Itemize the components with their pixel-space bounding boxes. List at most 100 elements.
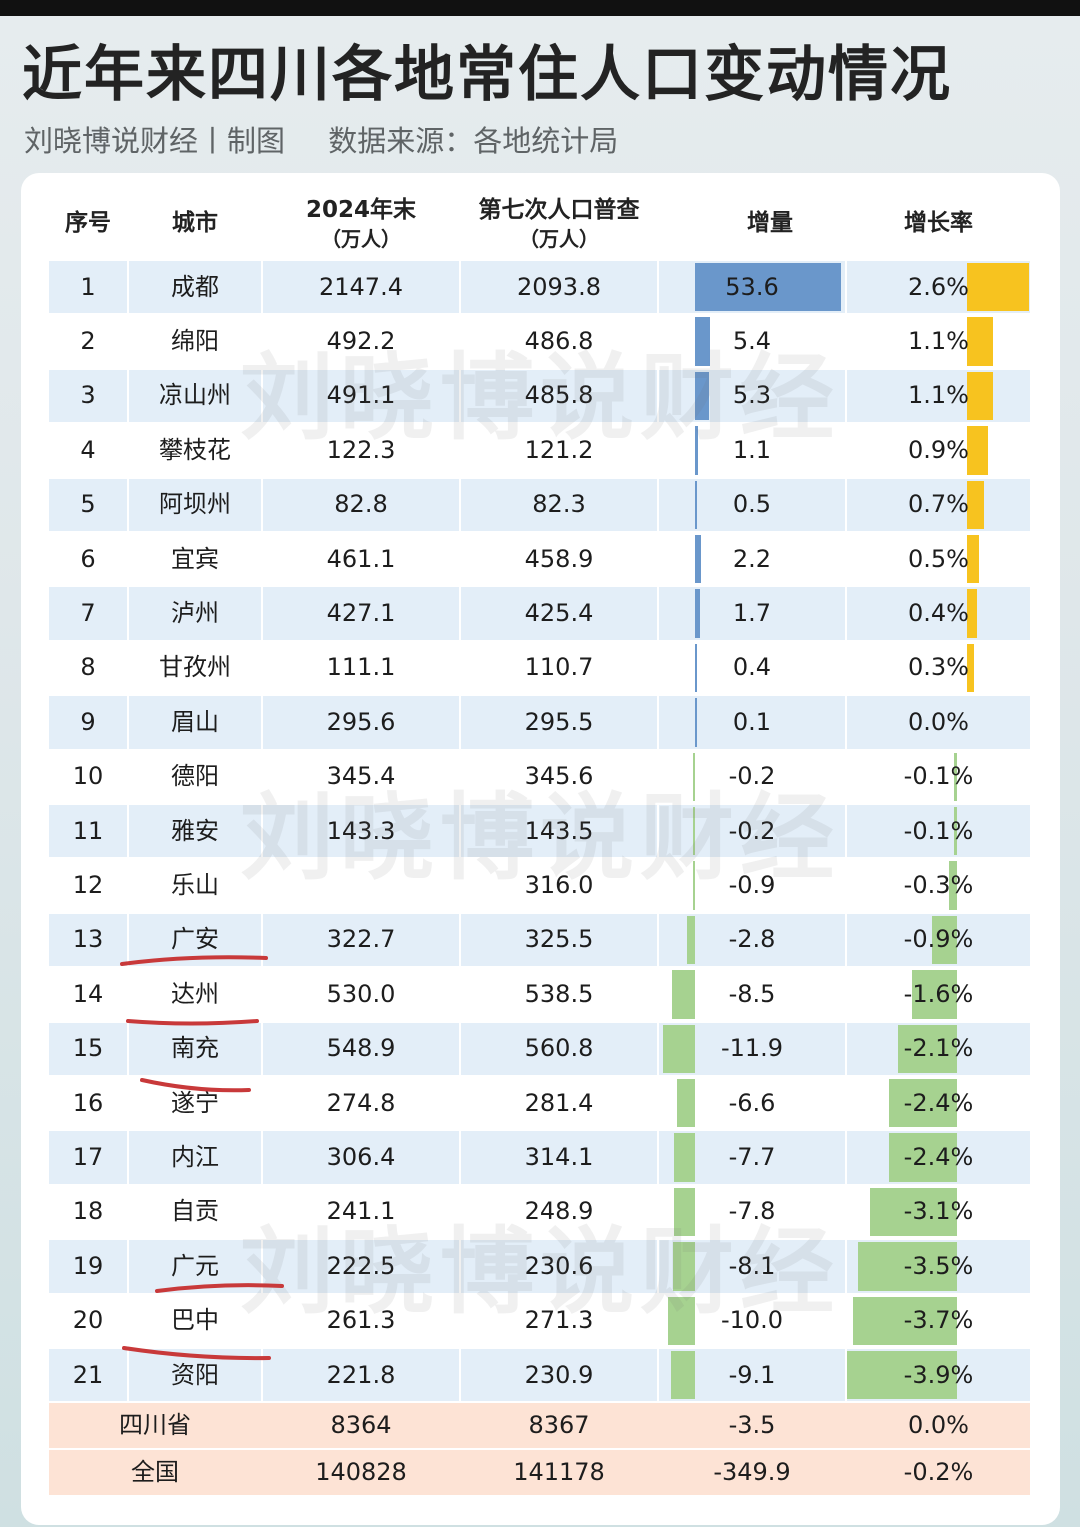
table-row: 20 巴中 261.3 271.3 -10.0 -3.7% (49, 1295, 1030, 1347)
table-row: 10 德阳 345.4 345.6 -0.2 -0.1% (49, 751, 1030, 803)
city-name-text: 达州 (171, 979, 219, 1008)
growth-rate-text: -1.6% (903, 979, 974, 1008)
cell-bg (263, 805, 459, 858)
growth-rate-text: 0.5% (908, 544, 969, 573)
pop-2024-text: 322.7 (326, 925, 396, 954)
city-name-text: 泸州 (171, 598, 219, 627)
growth-rate: 0.4% (847, 587, 1030, 639)
growth-rate-text: -3.1% (903, 1197, 974, 1226)
growth-rate: 2.6% (847, 261, 1030, 313)
city-name-text: 凉山州 (159, 381, 231, 410)
pop-2024-text: 2147.4 (319, 272, 403, 301)
census7-pop-text: 230.6 (524, 1251, 594, 1280)
total-row-bg (49, 1450, 1030, 1496)
row-number-text: 18 (72, 1197, 104, 1226)
row-number: 21 (49, 1349, 127, 1401)
city-name-text: 眉山 (171, 707, 219, 736)
rate-bar-up (967, 371, 994, 421)
change-value: -8.1 (659, 1240, 845, 1292)
cell-bg (461, 805, 657, 858)
row-number: 7 (49, 587, 127, 639)
census7-pop: 486.8 (461, 315, 657, 367)
change-bar-decrease (670, 1351, 695, 1400)
pop-2024-text: 295.6 (326, 707, 396, 736)
census7-pop-text: 281.4 (524, 1088, 594, 1117)
row-number: 9 (49, 696, 127, 748)
census7-pop-text: 248.9 (524, 1197, 594, 1226)
rate-bar-up (967, 535, 979, 584)
growth-rate-text: 1.1% (908, 326, 969, 355)
change-bar-decrease (693, 752, 695, 801)
table-row: 14 达州 530.0 538.5 -8.5 -1.6% (49, 968, 1030, 1020)
census7-pop-text: 82.3 (532, 490, 586, 519)
row-number-text: 2 (80, 326, 96, 355)
rate-bar-down (911, 970, 957, 1019)
city-name-text: 巴中 (171, 1306, 219, 1335)
city-name: 甘孜州 (129, 642, 261, 694)
change-value-text: 1.1 (732, 435, 772, 464)
city-name: 宜宾 (129, 533, 261, 585)
city-name: 乐山 (129, 859, 261, 911)
change-value-text: -8.1 (728, 1251, 776, 1280)
growth-rate-text: 0.0% (908, 707, 969, 736)
pop-2024-text: 261.3 (326, 1306, 396, 1335)
table-row: 7 泸州 427.1 425.4 1.7 0.4% (49, 587, 1030, 640)
table-row: 12 乐山 316.0 -0.9 -0.3% (49, 859, 1030, 911)
pop-2024: 222.5 (263, 1240, 459, 1292)
census7-pop-text: 538.5 (524, 979, 594, 1008)
growth-rate: 0.0% (847, 696, 1030, 748)
total-row: 四川省 8364 8367 -3.5 0.0% (49, 1403, 1030, 1449)
row-number-text: 20 (72, 1306, 104, 1335)
change-value-text: 5.4 (732, 326, 772, 355)
cell-bg (129, 261, 261, 314)
pop-2024: 2147.4 (263, 261, 459, 313)
table-row: 21 资阳 221.8 230.9 -9.1 -3.9% (49, 1349, 1030, 1402)
change-value-text: -10.0 (720, 1306, 784, 1335)
cell-bg (847, 478, 1030, 531)
city-name-text: 成都 (171, 272, 219, 301)
row-number-text: 15 (72, 1034, 104, 1063)
table-row: 2 绵阳 492.2 486.8 5.4 1.1% (49, 315, 1030, 367)
table-row: 5 阿坝州 82.8 82.3 0.5 0.7% (49, 478, 1030, 531)
city-name: 阿坝州 (129, 479, 261, 531)
row-number: 17 (49, 1131, 127, 1183)
census7-pop: 110.7 (461, 642, 657, 694)
rate-bar-down (858, 1242, 957, 1291)
cell-bg (847, 805, 1030, 858)
cell-bg (129, 1022, 261, 1075)
row-number-text: 7 (80, 598, 96, 627)
total-rate-text: -0.2% (903, 1458, 974, 1487)
row-number: 14 (49, 968, 127, 1020)
change-value-text: 0.1 (732, 707, 772, 736)
city-name: 遂宁 (129, 1077, 261, 1129)
total-row: 全国 140828 141178 -349.9 -0.2% (49, 1450, 1030, 1496)
census7-pop-text: 230.9 (524, 1360, 594, 1389)
rate-bar-up (967, 263, 1029, 312)
growth-rate: -0.9% (847, 914, 1030, 966)
total-name: 四川省 (49, 1403, 261, 1448)
rate-bar-up (967, 317, 994, 366)
change-bar-increase (695, 589, 700, 638)
pop-2024: 122.3 (263, 424, 459, 476)
cell-bg (129, 478, 261, 531)
change-value: 1.1 (659, 424, 845, 476)
change-value: 5.3 (659, 370, 845, 422)
header-census7: 第七次人口普查 （万人） (478, 197, 640, 251)
row-number: 20 (49, 1295, 127, 1347)
cell-bg (263, 1349, 459, 1402)
rate-bar-down (954, 752, 957, 801)
change-bar-decrease (673, 1242, 695, 1291)
cell-bg (49, 478, 127, 531)
total-pop-2024-text: 8364 (330, 1411, 392, 1440)
rate-bar-down (889, 1079, 957, 1128)
rate-bar-down (897, 1024, 957, 1073)
cell-bg (49, 1240, 127, 1293)
change-bar-increase (695, 643, 697, 693)
page-title: 近年来四川各地常住人口变动情况 (22, 40, 952, 110)
change-bar-increase (695, 535, 701, 584)
change-bar-increase (695, 317, 710, 366)
change-value: -0.2 (659, 751, 845, 803)
city-name-text: 广元 (171, 1251, 219, 1280)
row-number-text: 6 (80, 544, 96, 573)
city-name: 资阳 (129, 1349, 261, 1401)
